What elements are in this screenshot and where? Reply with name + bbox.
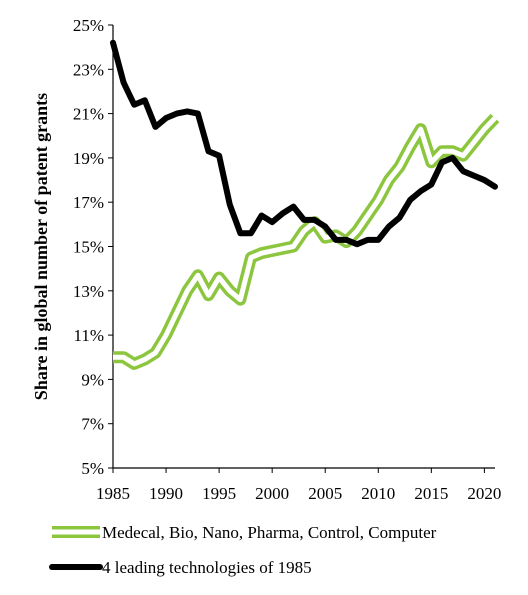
y-tick-label: 17% xyxy=(73,193,104,212)
y-tick-label: 25% xyxy=(73,16,104,35)
legend-label: Medecal, Bio, Nano, Pharma, Control, Com… xyxy=(102,523,437,542)
y-tick-label: 13% xyxy=(73,282,104,301)
series-line-leading-1985 xyxy=(110,39,498,248)
x-tick-label: 2005 xyxy=(308,484,342,503)
y-tick-label: 19% xyxy=(73,149,104,168)
x-tick-label: 2010 xyxy=(361,484,395,503)
y-tick-label: 21% xyxy=(73,105,104,124)
x-tick-label: 1985 xyxy=(96,484,130,503)
x-tick-label: 1995 xyxy=(202,484,236,503)
x-tick-label: 2020 xyxy=(467,484,501,503)
x-tick-label: 1990 xyxy=(149,484,183,503)
y-tick-label: 9% xyxy=(81,370,104,389)
legend-label: 4 leading technologies of 1985 xyxy=(102,558,312,577)
y-tick-label: 11% xyxy=(73,326,104,345)
series-line-medical-bio-inner xyxy=(113,116,497,367)
x-tick-label: 2015 xyxy=(414,484,448,503)
x-tick-label: 2000 xyxy=(255,484,289,503)
y-tick-label: 5% xyxy=(81,459,104,478)
y-tick-label: 7% xyxy=(81,415,104,434)
y-tick-label: 23% xyxy=(73,60,104,79)
y-axis-title: Share in global number of patent grants xyxy=(31,93,51,400)
y-tick-label: 15% xyxy=(73,238,104,257)
